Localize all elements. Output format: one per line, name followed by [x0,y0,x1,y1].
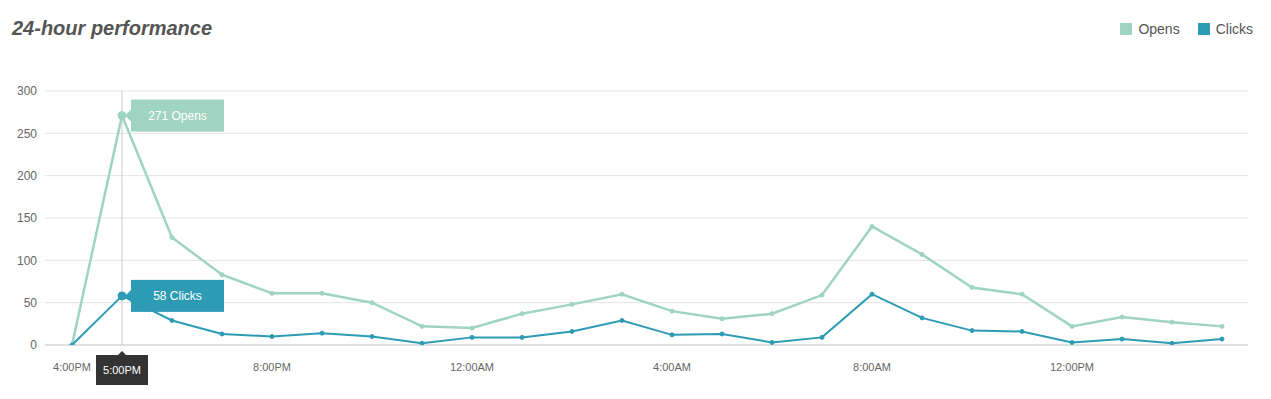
svg-text:12:00AM: 12:00AM [450,361,494,373]
svg-text:50: 50 [24,296,38,310]
svg-text:4:00PM: 4:00PM [53,361,91,373]
svg-text:8:00AM: 8:00AM [853,361,891,373]
svg-text:5:00PM: 5:00PM [103,364,141,376]
svg-text:150: 150 [17,211,37,225]
svg-text:12:00PM: 12:00PM [1050,361,1094,373]
svg-text:250: 250 [17,127,37,141]
svg-text:0: 0 [30,338,37,352]
svg-text:58 Clicks: 58 Clicks [153,289,202,303]
svg-text:4:00AM: 4:00AM [653,361,691,373]
svg-text:200: 200 [17,169,37,183]
html-text:Clicks: Clicks [1215,21,1253,37]
svg-text:8:00PM: 8:00PM [253,361,291,373]
svg-text:300: 300 [17,84,37,98]
svg-text:100: 100 [17,254,37,268]
svg-text:271 Opens: 271 Opens [148,109,207,123]
html-text:24-hour performance: 24-hour performance [12,17,213,39]
html-text:Opens: Opens [1138,21,1180,37]
